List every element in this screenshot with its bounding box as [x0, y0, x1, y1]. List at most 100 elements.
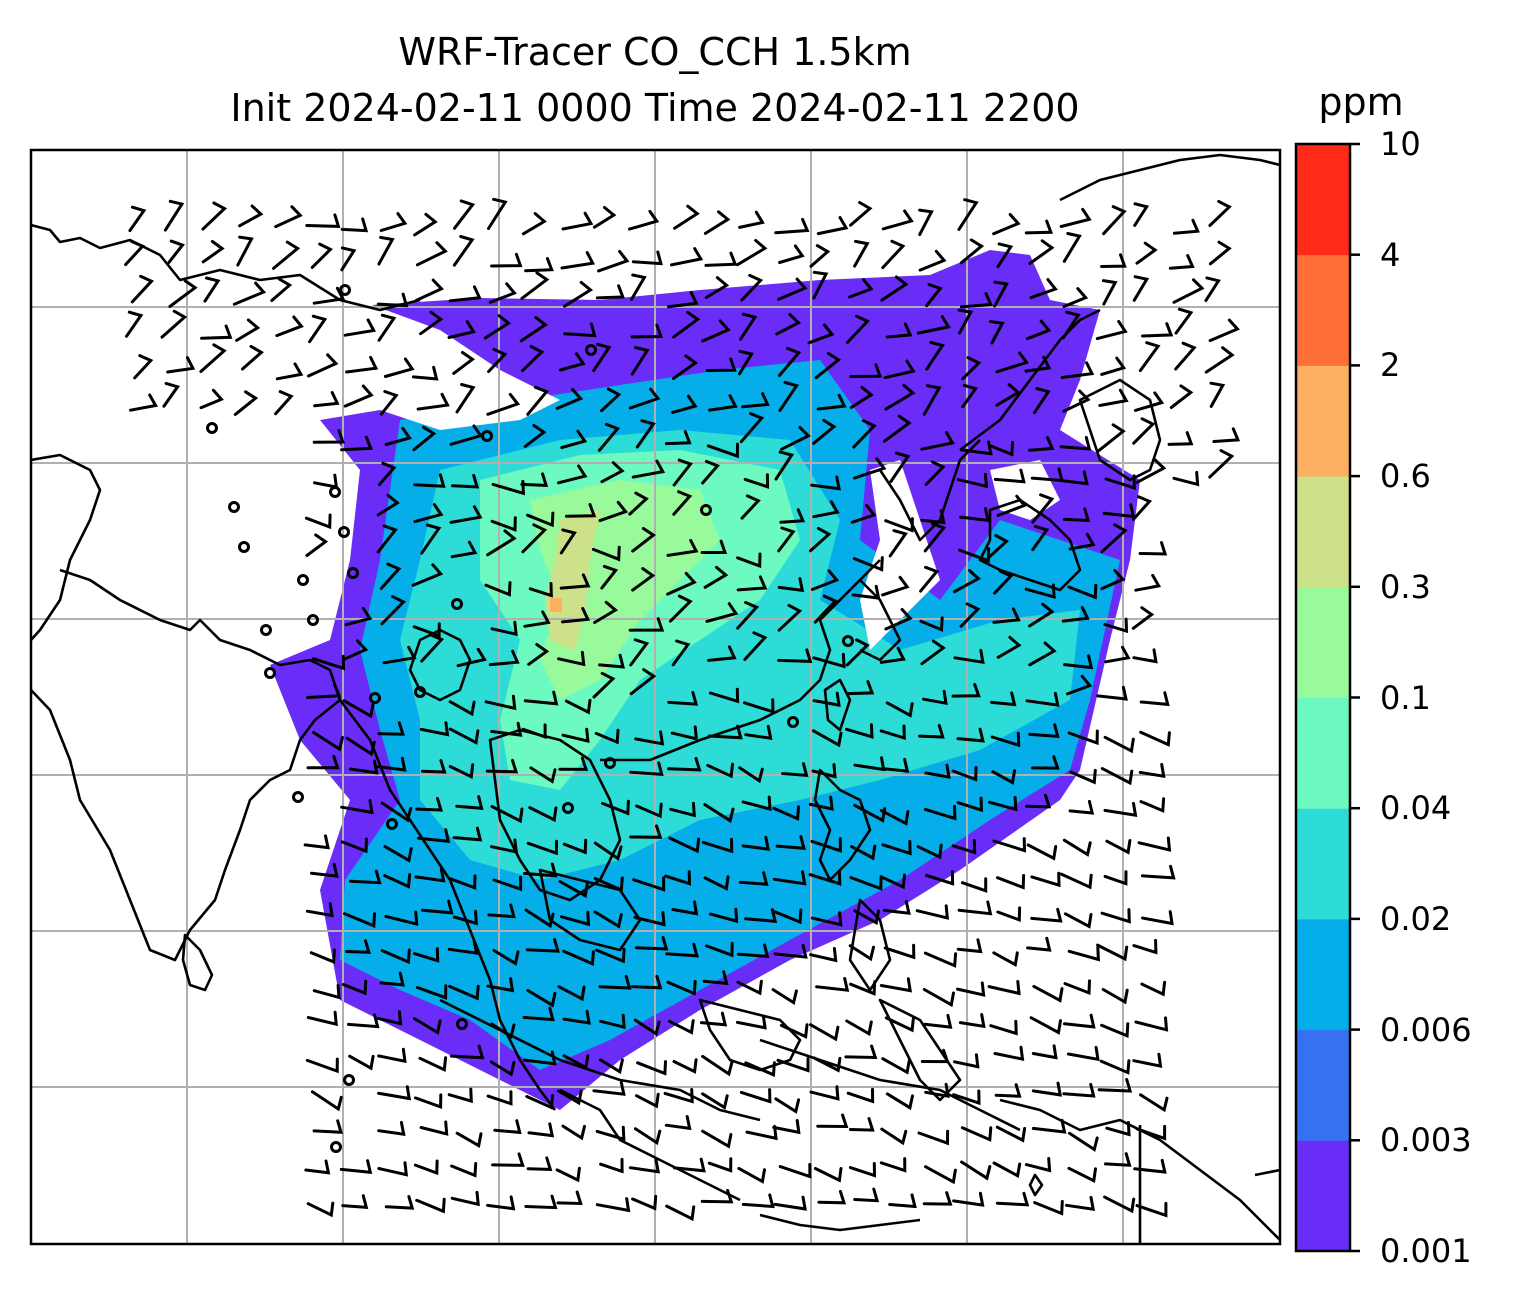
- calm-wind-circle: [347, 567, 359, 579]
- wind-barb: [1062, 232, 1082, 263]
- wind-barb: [600, 461, 625, 484]
- wind-barb: [775, 835, 806, 850]
- colorbar-tick-label: 0.1: [1380, 678, 1431, 717]
- wind-barb: [773, 943, 808, 959]
- wind-barb: [524, 1194, 558, 1210]
- wind-barb: [776, 1057, 810, 1073]
- wind-barb: [630, 323, 664, 339]
- wind-barb: [707, 1157, 733, 1173]
- wind-barb: [522, 1006, 555, 1022]
- wind-barb: [306, 754, 340, 770]
- wind-barb: [526, 1156, 553, 1171]
- wind-barb: [1062, 1082, 1096, 1098]
- wind-barb: [735, 1014, 767, 1030]
- wind-barb: [922, 1191, 953, 1206]
- wind-barb: [416, 392, 450, 411]
- wind-barb: [1133, 1158, 1167, 1174]
- wind-barb: [952, 1089, 981, 1106]
- wind-barb: [885, 701, 914, 718]
- wind-barb: [312, 1119, 344, 1134]
- wind-barb: [992, 951, 1019, 968]
- wind-barb: [707, 645, 737, 662]
- wind-barb: [745, 1124, 778, 1141]
- calm-wind-circle: [604, 757, 616, 769]
- wind-barb: [486, 392, 521, 416]
- wind-barb: [347, 1013, 380, 1029]
- wind-barb: [812, 418, 837, 445]
- wind-barb: [883, 757, 910, 773]
- wind-barb: [670, 247, 704, 267]
- wind-barb: [560, 910, 591, 927]
- wind-barb: [995, 1191, 1030, 1207]
- wind-barb: [813, 594, 838, 624]
- wind-barb: [666, 538, 699, 557]
- wind-barb: [523, 690, 559, 706]
- wind-barb: [1030, 907, 1063, 923]
- wind-barb: [557, 1089, 583, 1106]
- wind-barb: [484, 694, 517, 711]
- wind-barb: [1063, 979, 1091, 996]
- wind-barb: [167, 239, 185, 264]
- wind-barb: [956, 938, 983, 954]
- wind-barb: [349, 869, 382, 885]
- wind-barb: [808, 870, 842, 886]
- wind-barb: [128, 205, 147, 233]
- wind-barb: [1068, 532, 1096, 551]
- wind-barb: [419, 310, 444, 336]
- wind-barb: [484, 581, 512, 597]
- wind-barb: [526, 385, 550, 416]
- wind-barb: [380, 595, 407, 626]
- wind-barb: [951, 766, 978, 782]
- wind-barb: [1134, 573, 1162, 592]
- wind-barb: [1099, 1059, 1131, 1075]
- wind-barb: [631, 527, 656, 553]
- wind-barb: [342, 699, 375, 719]
- wind-barb: [415, 984, 448, 1000]
- wind-barb: [380, 948, 411, 965]
- wind-barb: [736, 979, 763, 996]
- wind-barb: [1024, 219, 1054, 235]
- wind-barb: [595, 947, 626, 964]
- wind-barb: [340, 246, 357, 272]
- colorbar-tick-label: 0.04: [1380, 789, 1452, 828]
- wind-barb: [703, 875, 730, 891]
- wind-barb: [520, 472, 549, 487]
- wind-barb: [923, 522, 947, 553]
- wind-barb: [1204, 276, 1221, 302]
- wind-barb: [1095, 319, 1128, 341]
- wind-barb: [348, 759, 379, 775]
- wind-barb: [848, 1162, 877, 1178]
- wind-barb: [529, 766, 557, 784]
- map-frame: [29, 148, 1282, 1246]
- wind-barb: [924, 460, 946, 486]
- wind-barb: [447, 320, 476, 339]
- calm-wind-circle: [206, 422, 218, 434]
- wind-barb: [989, 440, 1014, 457]
- wind-barb: [1031, 493, 1055, 524]
- wind-barb: [987, 534, 1009, 559]
- wind-barb: [879, 1157, 907, 1173]
- wind-barb: [162, 381, 181, 408]
- wind-barb: [666, 980, 697, 996]
- wind-barb: [592, 1081, 626, 1096]
- calm-wind-circle: [297, 574, 309, 586]
- wind-barb: [1096, 943, 1129, 962]
- wind-barb: [995, 1125, 1027, 1143]
- calm-wind-markers: [206, 284, 854, 1153]
- wind-barb: [274, 205, 303, 229]
- wind-barb: [561, 727, 590, 744]
- wind-barb: [561, 211, 594, 231]
- wind-barb: [961, 356, 982, 381]
- wind-barb: [560, 251, 595, 270]
- wind-barb: [1138, 762, 1166, 779]
- colorbar-band: [1296, 476, 1350, 588]
- wind-barb: [664, 870, 692, 886]
- wind-barb: [846, 1087, 875, 1104]
- wind-barb: [772, 1119, 801, 1135]
- wind-barb: [1025, 691, 1060, 707]
- wind-barb: [415, 1197, 446, 1214]
- wind-barb: [1104, 1152, 1132, 1167]
- wind-barb: [959, 602, 981, 628]
- wind-barb: [166, 356, 196, 374]
- colorbar-band: [1296, 1140, 1350, 1252]
